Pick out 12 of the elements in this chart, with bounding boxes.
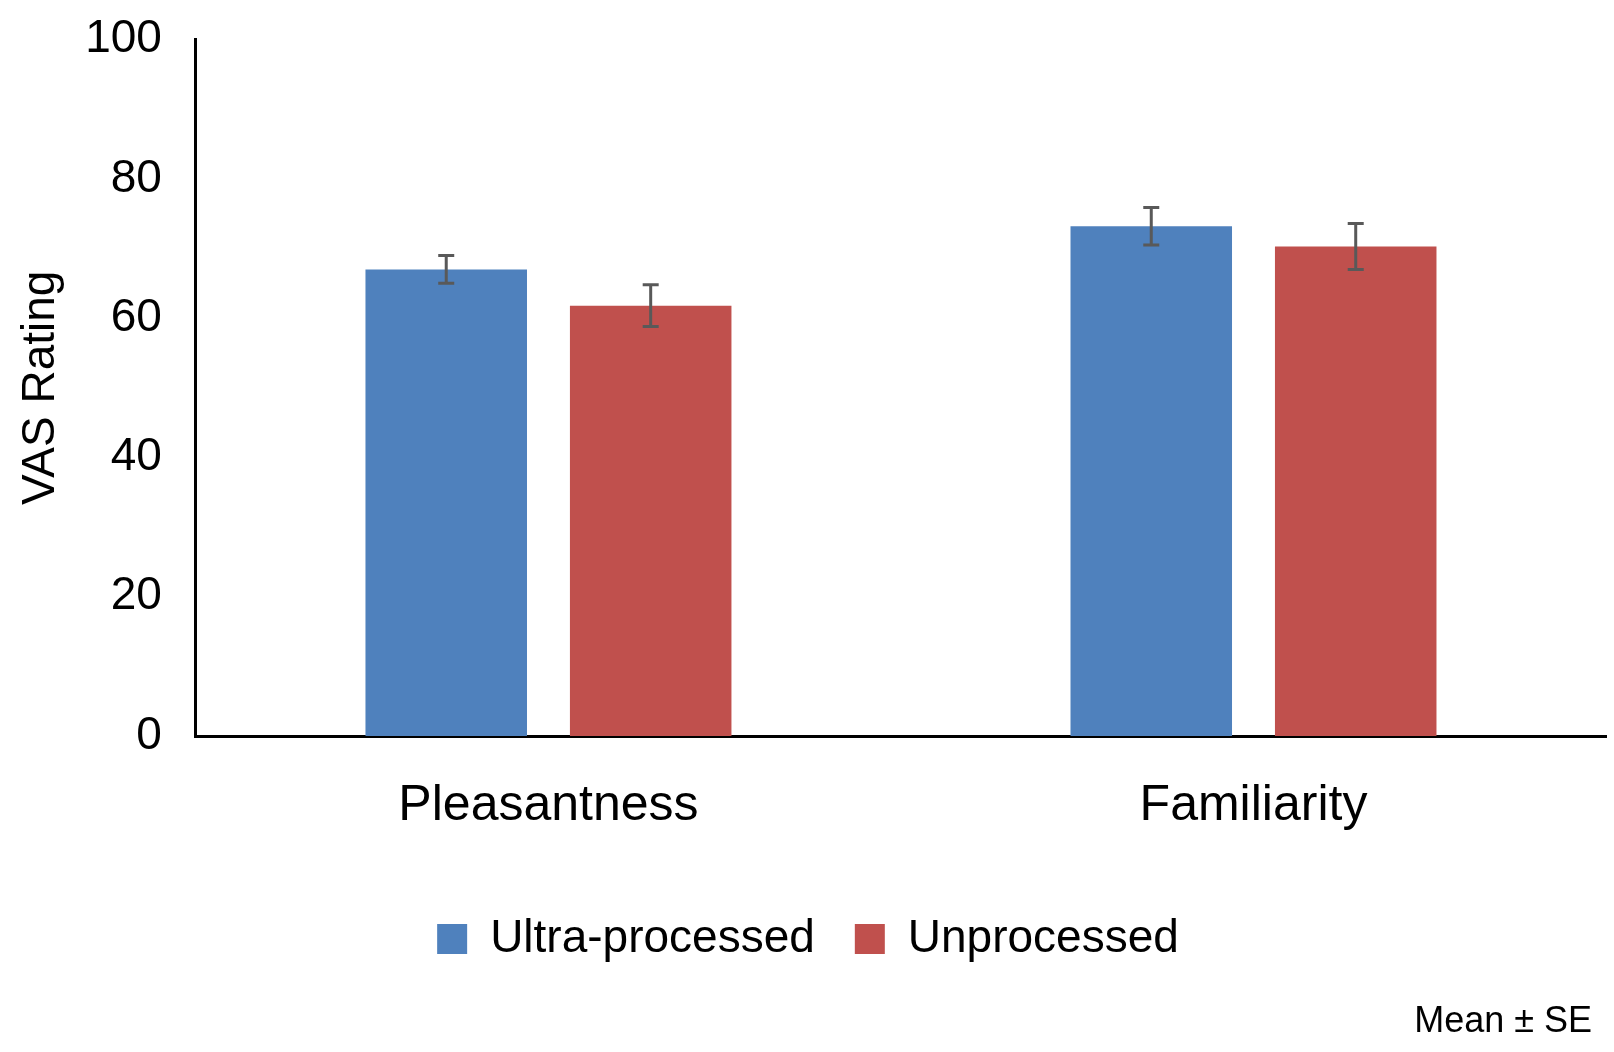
y-tick-label: 40 [110,428,162,481]
y-tick-label: 0 [136,706,162,759]
y-tick-label: 100 [85,10,162,63]
legend-label: Unprocessed [907,909,1179,962]
y-tick-label: 60 [110,288,162,341]
legend-label: Ultra-processed [490,909,815,962]
x-tick-label: Familiarity [1139,774,1368,831]
x-tick-label: Pleasantness [398,774,699,831]
text: Mean ± SE [1414,998,1592,1040]
y-axis-title: VAS Rating [12,270,65,505]
y-tick-label: 80 [110,149,162,202]
y-tick-label: 20 [110,567,162,620]
